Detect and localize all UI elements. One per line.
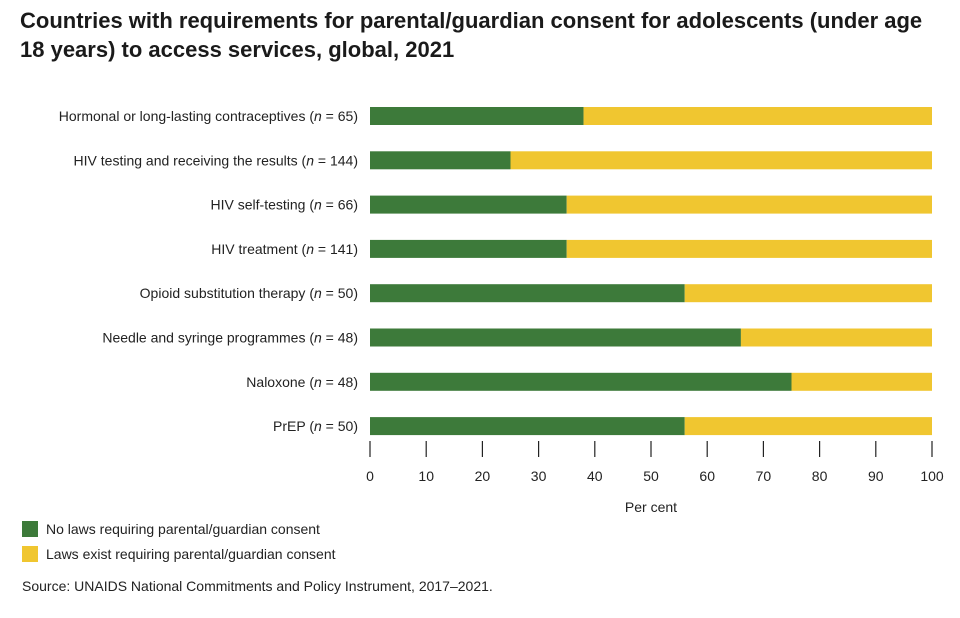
category-label: HIV treatment (n = 141) [211,241,358,257]
x-tick-label: 0 [366,468,374,484]
bar-no-laws [370,107,584,125]
legend-swatch-laws-exist [22,546,38,562]
bar-no-laws [370,151,511,170]
x-tick-label: 10 [418,468,434,484]
legend-label-laws-exist: Laws exist requiring parental/guardian c… [46,546,336,562]
bar-laws-exist [566,195,932,214]
source-note: Source: UNAIDS National Commitments and … [22,578,493,594]
chart-title: Countries with requirements for parental… [20,8,923,62]
bar-laws-exist [684,417,932,436]
bar-laws-exist [583,107,932,125]
bar-no-laws [370,195,567,214]
x-tick-label: 50 [643,468,659,484]
bar-no-laws [370,328,741,347]
bar-laws-exist [510,151,932,170]
x-tick-label: 100 [920,468,944,484]
category-label: HIV self-testing (n = 66) [211,197,358,213]
bar-laws-exist [566,239,932,258]
category-label: Hormonal or long-lasting contraceptives … [59,108,358,124]
x-tick-label: 20 [475,468,491,484]
bar-laws-exist [740,328,932,347]
x-tick-label: 60 [699,468,715,484]
category-label: Opioid substitution therapy (n = 50) [140,285,358,301]
x-tick-label: 30 [531,468,547,484]
category-label: Naloxone (n = 48) [246,374,358,390]
category-label: HIV testing and receiving the results (n… [74,152,358,168]
bar-no-laws [370,372,792,391]
x-tick-label: 70 [756,468,772,484]
bar-no-laws [370,284,685,303]
legend-item-laws-exist: Laws exist requiring parental/guardian c… [22,546,336,562]
bar-no-laws [370,239,567,258]
chart-area: Hormonal or long-lasting contraceptives … [59,107,944,515]
x-axis-title: Per cent [625,499,677,515]
legend-swatch-no-laws [22,521,38,537]
bar-laws-exist [684,284,932,303]
x-tick-label: 90 [868,468,884,484]
bar-laws-exist [791,372,932,391]
x-tick-label: 80 [812,468,828,484]
category-label: Needle and syringe programmes (n = 48) [102,330,358,346]
legend-label-no-laws: No laws requiring parental/guardian cons… [46,521,320,537]
legend-item-no-laws: No laws requiring parental/guardian cons… [22,521,320,537]
bar-no-laws [370,417,685,436]
x-tick-label: 40 [587,468,603,484]
category-label: PrEP (n = 50) [273,418,358,434]
